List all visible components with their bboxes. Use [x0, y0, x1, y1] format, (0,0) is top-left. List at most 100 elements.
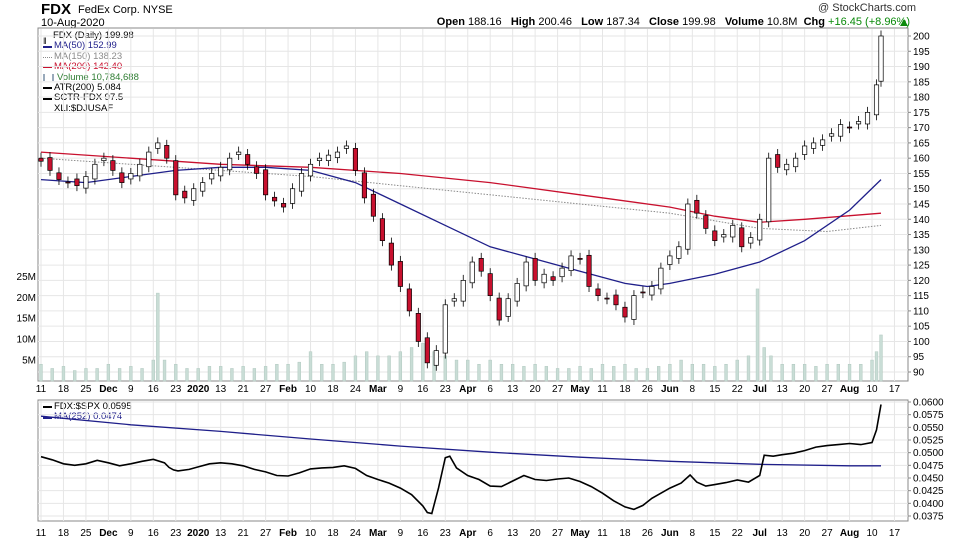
candle-down: [254, 166, 260, 174]
ratio-x-label: 25: [80, 528, 92, 539]
candle-down: [640, 291, 646, 294]
candle-up: [514, 283, 520, 302]
candle-up: [227, 157, 233, 171]
candle-up: [864, 112, 871, 125]
volume-bar: [612, 366, 616, 382]
price-tick-label: 140: [913, 215, 930, 226]
ratio-line: [40, 404, 882, 515]
price-x-label: 16: [417, 384, 429, 395]
volume-bar: [544, 366, 549, 382]
candle-up: [878, 35, 884, 82]
ratio-x-label: 16: [417, 528, 429, 539]
company-name-text: FedEx Corp.: [78, 4, 140, 16]
ohlc-readout: Open 188.16 High 200.46 Low 187.34 Close…: [437, 16, 910, 28]
open-label: Open: [436, 16, 465, 28]
ratio-x-label: 6: [487, 528, 493, 539]
volume-bar: [73, 370, 77, 382]
candle-down: [173, 160, 179, 196]
price-tick-label: 165: [913, 138, 930, 149]
volume-bar: [454, 359, 459, 382]
volume-bar: [645, 368, 650, 382]
price-x-label: 15: [709, 384, 721, 395]
candle-down: [370, 193, 376, 217]
volume-bar: [762, 347, 766, 382]
ratio-x-label: 10: [866, 528, 878, 539]
volume-bar: [668, 364, 672, 382]
volume-tick-label: 20M: [17, 293, 36, 304]
volume-bar: [847, 364, 852, 382]
ticker-symbol: FDX: [41, 1, 71, 18]
legend-swatch: [43, 56, 52, 58]
copyright-label[interactable]: @ StockCharts.com: [818, 2, 916, 14]
ratio-x-label: 20: [799, 528, 811, 539]
candle-up: [191, 188, 197, 201]
volume-bar: [589, 368, 593, 382]
legend-label: MA(150) 138.23: [54, 50, 123, 62]
candle-up: [101, 157, 107, 161]
chart-date: 10-Aug-2020: [41, 17, 105, 29]
volume-bar: [735, 359, 739, 382]
ratio-tick-label: 0.0575: [913, 410, 944, 421]
close-label: Close: [649, 16, 680, 28]
price-x-label: 10: [866, 384, 878, 395]
candle-up: [137, 163, 143, 177]
ratio-x-label: 27: [822, 528, 834, 539]
candle-up: [146, 151, 152, 168]
close-value: 199.98: [682, 16, 716, 28]
candle-up: [442, 304, 448, 354]
volume-bar: [409, 347, 414, 382]
volume-bar: [600, 364, 605, 382]
volume-bar: [443, 355, 447, 382]
volume-bar: [836, 364, 840, 382]
price-x-label: May: [570, 384, 590, 395]
price-tick-label: 190: [913, 62, 930, 73]
ratio-x-label: 22: [732, 528, 744, 539]
price-x-label: 22: [732, 384, 744, 395]
ratio-x-label: 2020: [187, 528, 210, 539]
candle-up: [568, 255, 574, 271]
ratio-x-label: Mar: [369, 528, 387, 539]
candle-down: [361, 172, 367, 199]
legend-swatch: [43, 66, 52, 69]
volume-bar: [398, 351, 403, 382]
volume-bar: [533, 364, 537, 382]
candle-up: [784, 163, 790, 171]
candle-down: [38, 157, 44, 162]
price-x-label: 18: [619, 384, 631, 395]
price-tick-label: 150: [913, 184, 930, 195]
ratio-x-label: 26: [642, 528, 654, 539]
candle-up: [343, 145, 350, 149]
legend-label: ATR(200) 5.084: [54, 82, 121, 94]
volume-bar: [196, 368, 200, 382]
candle-up: [505, 298, 511, 317]
ratio-x-label: Dec: [99, 528, 118, 539]
volume-bar: [802, 364, 807, 382]
volume-bar: [353, 355, 358, 382]
candle-down: [496, 297, 502, 321]
candle-down: [263, 169, 269, 196]
price-x-label: 9: [128, 384, 134, 395]
price-tick-label: 185: [913, 77, 930, 88]
high-label: High: [510, 16, 536, 28]
price-tick-label: 175: [913, 108, 930, 119]
ratio-x-label: 20: [530, 528, 542, 539]
ratio-x-label: Jul: [752, 528, 767, 539]
candle-down: [272, 196, 278, 202]
legend-label: SCTR-FDX 97.5: [54, 92, 124, 104]
candle-up: [236, 151, 242, 155]
volume-bar: [511, 364, 515, 382]
ratio-x-label: 8: [690, 528, 696, 539]
ratio-tick-label: 0.0375: [913, 512, 944, 523]
volume-bar: [320, 364, 324, 382]
ratio-x-label: Feb: [279, 528, 297, 539]
candle-up: [766, 157, 772, 223]
ratio-x-label: 27: [260, 528, 272, 539]
ratio-x-label: 18: [58, 528, 70, 539]
candle-down: [406, 288, 412, 312]
ratio-x-label: May: [570, 528, 590, 539]
candle-up: [316, 157, 323, 161]
volume-bar: [477, 364, 481, 382]
volume-bar: [263, 366, 268, 382]
up-arrow-icon: [900, 19, 908, 26]
candle-up: [523, 261, 529, 287]
